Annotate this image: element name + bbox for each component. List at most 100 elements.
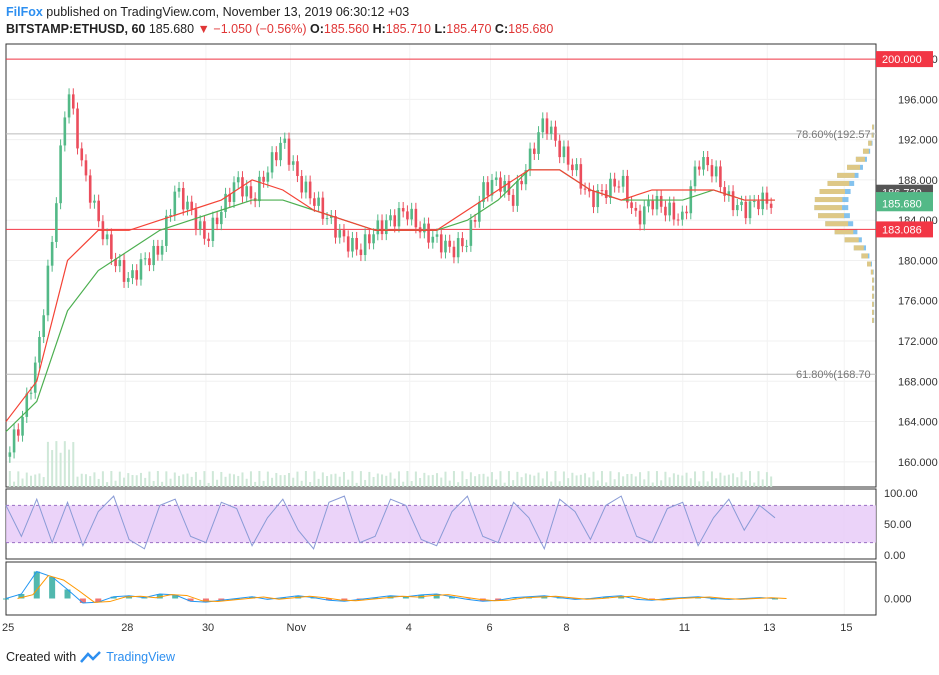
fib-level-label: 61.80%(168.70 (796, 369, 871, 381)
candle (122, 259, 126, 282)
candle (494, 177, 498, 180)
volume-bar (313, 471, 316, 487)
tradingview-brand[interactable]: TradingView (106, 650, 175, 664)
candle (59, 145, 62, 204)
volume-bar (51, 450, 54, 487)
low-value: 185.470 (446, 22, 492, 36)
volume-bar (161, 481, 164, 487)
candle (435, 234, 439, 237)
time-tick-label: 4 (406, 622, 412, 634)
volume-bar (681, 475, 684, 487)
price-axis[interactable]: 200.000196.000192.000188.000184.000180.0… (876, 51, 938, 469)
price-tag (876, 195, 933, 212)
candle (723, 187, 726, 196)
candle (609, 178, 612, 198)
macd-histogram-bar (33, 571, 40, 599)
candle (719, 166, 722, 188)
volume-bar (474, 476, 477, 487)
candle (372, 234, 375, 244)
volume-bar (719, 472, 722, 487)
close-value: 185.680 (508, 22, 554, 36)
publisher-name[interactable]: FilFox (6, 5, 43, 19)
volume-bar (575, 475, 578, 487)
volume-bar (457, 482, 460, 487)
volume-bar (452, 471, 455, 487)
profile-bar (834, 229, 854, 235)
volume-bar (744, 480, 747, 487)
time-tick-label: 6 (486, 622, 492, 634)
time-tick-label: 8 (563, 622, 569, 634)
volume-bar (579, 474, 582, 487)
volume-bar (491, 472, 494, 487)
volume-bar (562, 471, 565, 487)
candle (469, 219, 473, 246)
price-candles[interactable] (8, 88, 773, 463)
volume-bar (495, 479, 498, 487)
volume-bar (410, 481, 413, 487)
horizontal-levels: 78.60%(192.57 61.80%(168.70 (6, 58, 876, 381)
time-axis[interactable]: 25 28 30 Nov 4 6 8 11 13 15 (2, 622, 852, 634)
volume-bar (156, 471, 159, 487)
candle (697, 166, 701, 170)
volume-bar (765, 472, 768, 487)
volume-bar (588, 477, 591, 487)
candle (575, 164, 578, 171)
volume-bar (440, 477, 443, 487)
low-label: L: (434, 22, 447, 36)
volume-bar (199, 479, 202, 487)
candle (126, 278, 130, 282)
macd-histogram-bar (95, 598, 102, 603)
price-tick-label: 188.000 (898, 175, 938, 187)
volume-bar (228, 473, 231, 487)
candle (181, 187, 185, 210)
chart-area[interactable]: 78.60%(192.57 61.80%(168.70 100.00 50.00 0.… (0, 0, 939, 645)
candle (769, 203, 773, 208)
candle (439, 234, 443, 253)
candle (587, 188, 591, 192)
time-tick-label: 30 (202, 622, 214, 634)
volume-bar (732, 473, 735, 487)
candle (291, 161, 295, 165)
profile-bar (872, 293, 874, 299)
volume-bar (431, 474, 434, 487)
volume-bar (80, 473, 83, 487)
volume-bar (144, 477, 147, 487)
candle (659, 195, 663, 207)
time-tick-label: 28 (121, 622, 133, 634)
volume-bar (97, 478, 100, 487)
stoch-axis-label: 50.00 (884, 519, 912, 531)
volume-bar (478, 474, 481, 487)
macd-histogram-bar (202, 598, 209, 603)
volume-bar (266, 471, 269, 487)
volume-bar (351, 471, 354, 487)
volume-bar (245, 478, 248, 487)
candle (376, 220, 380, 235)
last-price: 185.680 (148, 22, 195, 36)
candle (67, 94, 71, 118)
price-change: −1.050 (−0.56%) (213, 22, 307, 36)
candle (334, 216, 337, 238)
volume-bar (127, 473, 130, 487)
volume-bar (651, 482, 654, 487)
volume-bar (59, 452, 62, 487)
price-tag (876, 51, 933, 68)
volume-bar (63, 441, 66, 487)
candle (359, 249, 363, 256)
volume-bar (262, 480, 265, 487)
volume-bar (118, 471, 121, 487)
candle (465, 245, 468, 247)
candle (156, 245, 160, 255)
volume-bar (770, 476, 773, 487)
volume-bar (258, 471, 261, 487)
volume-bar (283, 475, 286, 487)
volume-bar (757, 471, 760, 487)
candle (110, 234, 113, 259)
candle (482, 182, 485, 202)
candle (473, 219, 477, 222)
candle (511, 194, 515, 206)
candle (317, 197, 320, 206)
volume-bar (34, 474, 37, 487)
price-tag (876, 221, 933, 238)
volume-bar (359, 471, 362, 487)
macd-histogram-bar (218, 598, 225, 601)
